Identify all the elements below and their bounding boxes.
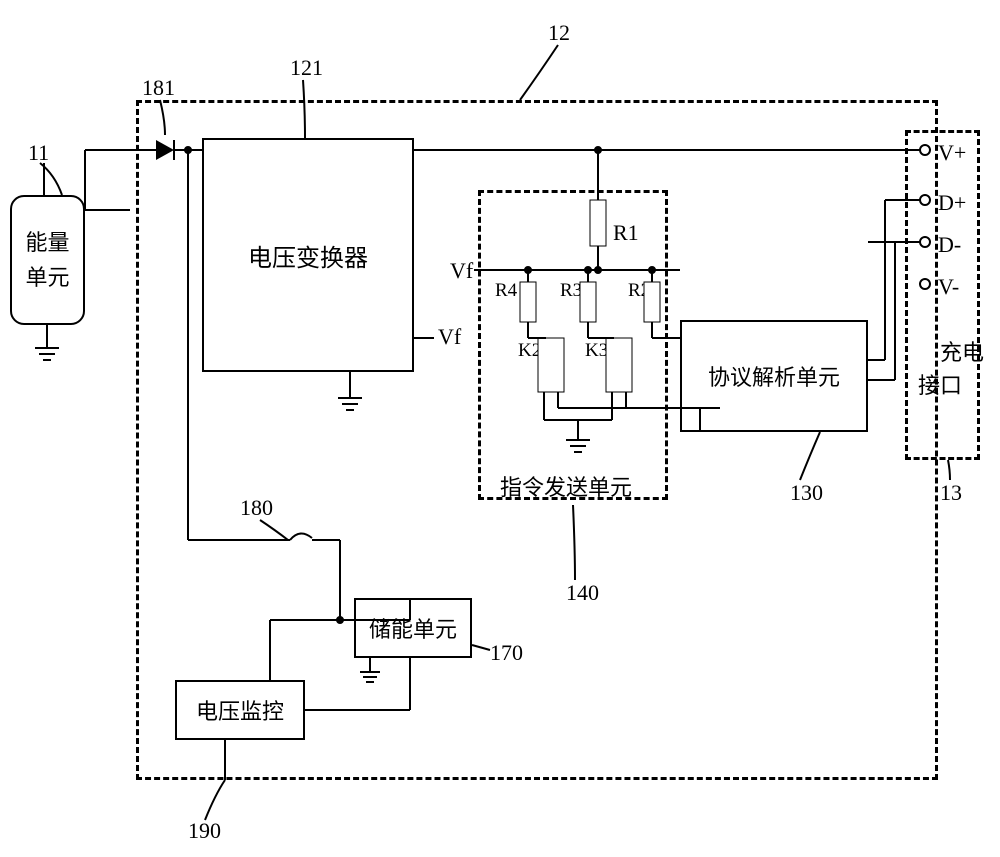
voltage-monitor: 电压监控	[175, 680, 305, 740]
ref-11: 11	[28, 140, 49, 166]
dm-label: D-	[938, 232, 961, 258]
energy-store-label: 储能单元	[369, 612, 457, 644]
dp-label: D+	[938, 190, 966, 216]
ref-13: 13	[940, 480, 962, 506]
cmd-send-dashed	[478, 190, 668, 500]
protocol-parse: 协议解析单元	[680, 320, 868, 432]
voltage-converter: 电压变换器	[202, 138, 414, 372]
cmd-send-label: 指令发送单元	[500, 470, 632, 502]
vf-out: Vf	[438, 324, 461, 350]
energy-store: 储能单元	[354, 598, 472, 658]
protocol-parse-label: 协议解析单元	[708, 360, 840, 392]
k2-label: K2	[518, 340, 541, 362]
r2-label: R2	[628, 280, 650, 302]
vf-in: Vf	[450, 258, 473, 284]
ref-130: 130	[790, 480, 823, 506]
voltage-monitor-label: 电压监控	[196, 694, 284, 726]
energy-unit-label: 能量 单元	[25, 225, 69, 295]
voltage-converter-label: 电压变换器	[248, 238, 368, 273]
ref-170: 170	[490, 640, 523, 666]
ref-181: 181	[142, 75, 175, 101]
r3-label: R3	[560, 280, 582, 302]
ref-121: 121	[290, 55, 323, 81]
vm-label: V-	[938, 274, 959, 300]
k3-label: K3	[585, 340, 608, 362]
ref-140: 140	[566, 580, 599, 606]
energy-unit: 能量 单元	[10, 195, 85, 325]
ref-180: 180	[240, 495, 273, 521]
ref-190: 190	[188, 818, 221, 844]
charge-if-label: 充电 接口	[918, 310, 984, 428]
ref-12: 12	[548, 20, 570, 46]
r1-label: R1	[613, 220, 639, 246]
vp-label: V+	[938, 140, 966, 166]
r4-label: R4	[495, 280, 517, 302]
